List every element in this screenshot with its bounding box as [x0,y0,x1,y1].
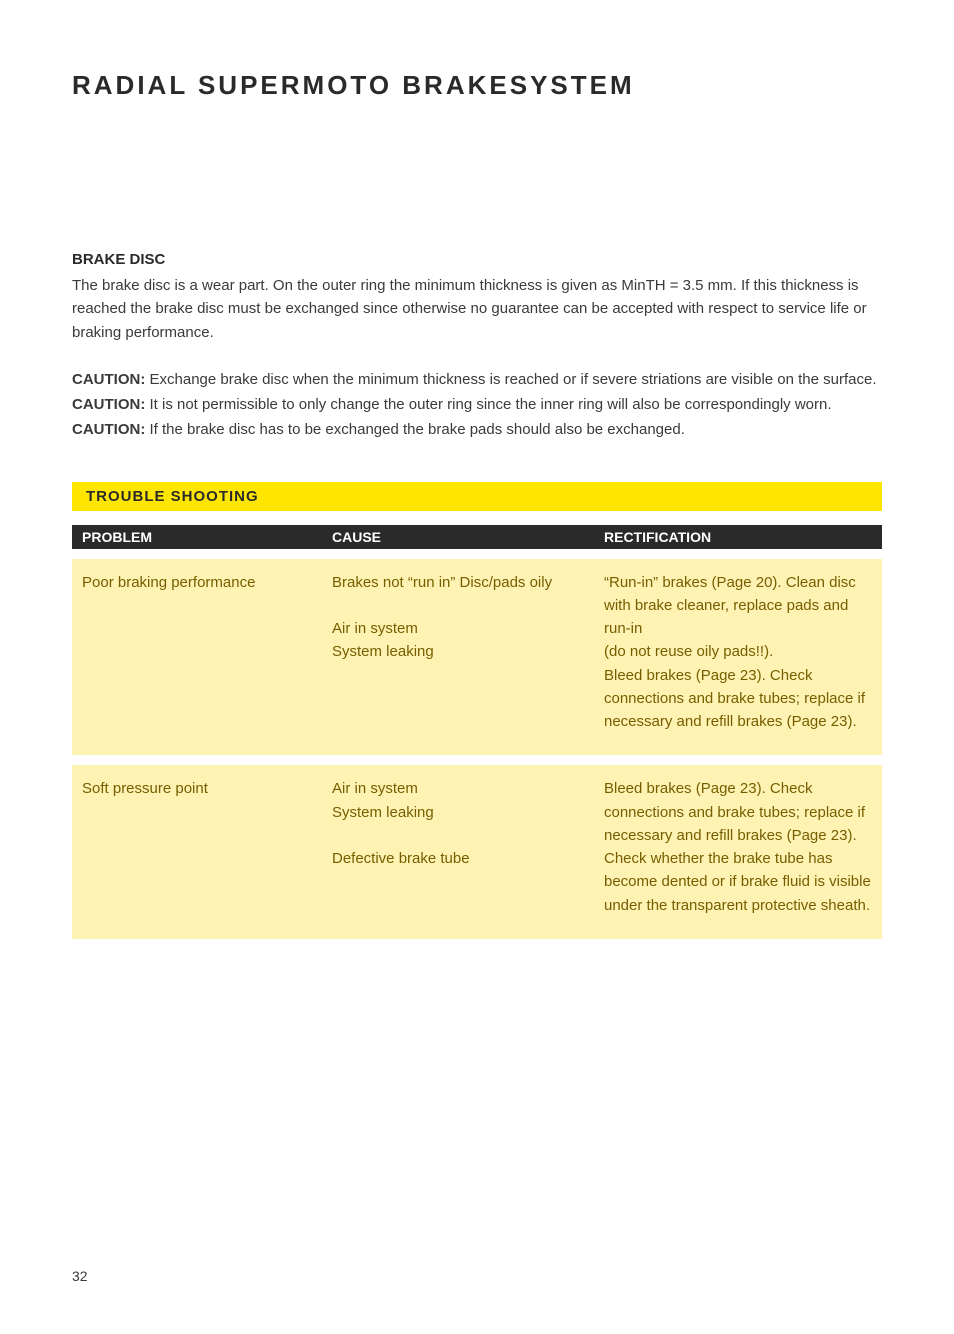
troubleshooting-row: Poor braking performance Brakes not “run… [72,559,882,756]
cell-problem: Poor braking performance [72,559,322,756]
caution-text: Exchange brake disc when the minimum thi… [150,371,877,388]
cell-cause: Brakes not “run in” Disc/pads oilyAir in… [322,559,594,756]
cell-cause: Air in systemSystem leakingDefective bra… [322,765,594,939]
caution-label: CAUTION: [72,371,145,388]
cell-rectification: “Run-in” brakes (Page 20). Clean disc wi… [594,559,882,756]
cell-rectification: Bleed brakes (Page 23). Check connection… [594,765,882,939]
caution-label: CAUTION: [72,396,145,413]
caution-label: CAUTION: [72,421,145,438]
troubleshooting-row: Soft pressure point Air in systemSystem … [72,765,882,939]
page-number: 32 [72,1268,88,1284]
caution-text: If the brake disc has to be exchanged th… [150,421,685,438]
col-header-cause: CAUSE [322,525,594,549]
col-header-rectification: RECTIFICATION [594,525,882,549]
brake-disc-body: The brake disc is a wear part. On the ou… [72,274,882,344]
troubleshooting-section-bar: TROUBLE SHOOTING [72,482,882,511]
page-title: RADIAL SUPERMOTO BRAKESYSTEM [72,70,882,101]
caution-item: CAUTION: Exchange brake disc when the mi… [72,368,882,391]
caution-block: CAUTION: Exchange brake disc when the mi… [72,368,882,442]
col-header-problem: PROBLEM [72,525,322,549]
caution-text: It is not permissible to only change the… [150,396,832,413]
caution-item: CAUTION: If the brake disc has to be exc… [72,418,882,441]
caution-item: CAUTION: It is not permissible to only c… [72,393,882,416]
cell-problem: Soft pressure point [72,765,322,939]
brake-disc-heading: BRAKE DISC [72,251,882,268]
troubleshooting-header: PROBLEM CAUSE RECTIFICATION [72,525,882,549]
